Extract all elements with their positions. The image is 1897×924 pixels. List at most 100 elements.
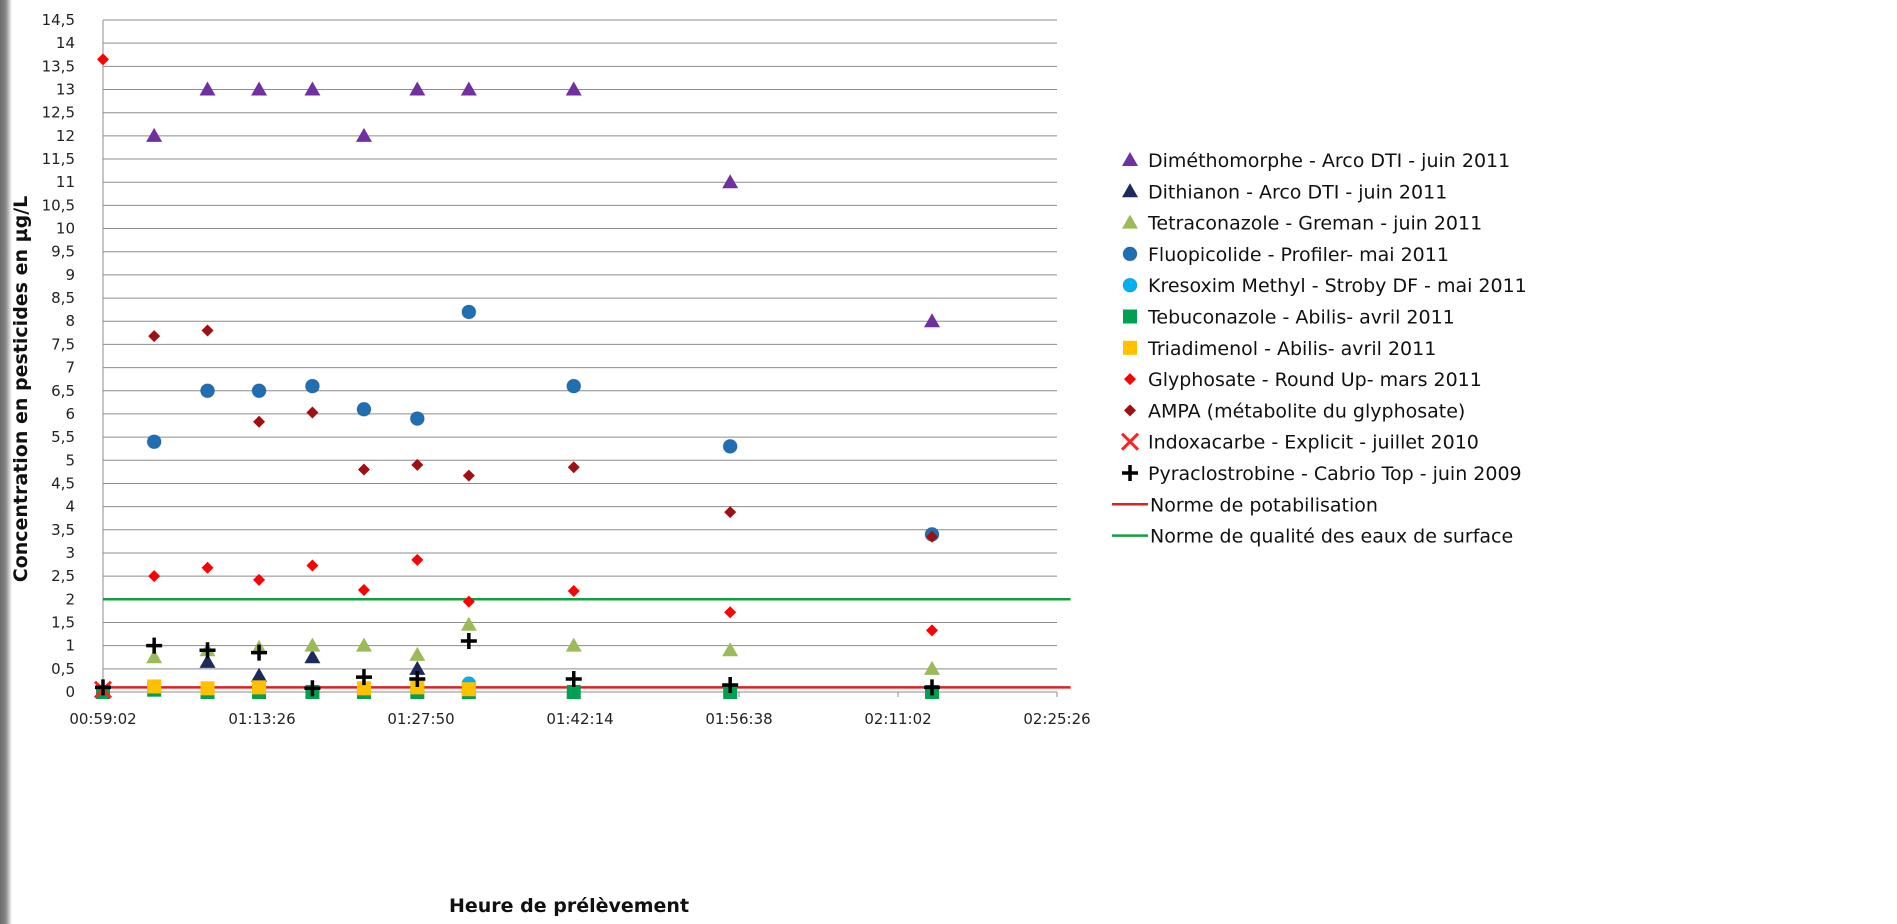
point-pyraclostrobine xyxy=(722,677,739,694)
point-tetraconazole xyxy=(565,637,582,652)
grid-layer xyxy=(103,19,1057,693)
point-dithianon xyxy=(409,660,426,675)
legend-swatch xyxy=(1120,432,1140,451)
legend-swatch xyxy=(1122,277,1138,293)
legend-label: Norme de qualité des eaux de surface xyxy=(1150,526,1513,548)
point-dithianon xyxy=(199,653,216,668)
point-ampa xyxy=(148,330,161,343)
y-tick-label: 8,5 xyxy=(51,289,75,307)
legend-label: Triadimenol - Abilis- avril 2011 xyxy=(1147,338,1436,360)
point-ampa xyxy=(411,458,424,471)
legend-label: Tetraconazole - Greman - juin 2011 xyxy=(1147,213,1482,235)
axis-layer: 00,511,522,533,544,555,566,577,588,599,5… xyxy=(42,11,1091,728)
legend-label: Dithianon - Arco DTI - juin 2011 xyxy=(1148,181,1447,203)
legend-swatch xyxy=(1122,183,1138,198)
point-dimethomorphe xyxy=(146,127,163,142)
y-tick-label: 13,5 xyxy=(42,57,75,75)
y-tick-label: 7,5 xyxy=(51,335,75,353)
point-ampa xyxy=(306,406,319,419)
point-triadimenol xyxy=(200,681,215,696)
x-tick-label: 01:56:38 xyxy=(705,710,772,728)
point-pyraclostrobine xyxy=(355,669,372,686)
point-pyraclostrobine xyxy=(924,679,940,696)
x-tick-label: 00:59:02 xyxy=(69,710,136,728)
legend-swatch xyxy=(1123,309,1137,324)
point-pyraclostrobine xyxy=(304,680,321,697)
point-pyraclostrobine xyxy=(251,644,268,661)
y-tick-label: 14 xyxy=(56,34,75,52)
legend-label: Norme de potabilisation xyxy=(1150,494,1378,516)
legend-entry: Triadimenol - Abilis- avril 2011 xyxy=(1123,338,1436,360)
legend-swatch xyxy=(1124,373,1136,386)
legend-entry: Kresoxim Methyl - Stroby DF - mai 2011 xyxy=(1122,275,1527,297)
point-triadimenol xyxy=(461,682,476,697)
point-dimethomorphe xyxy=(355,127,372,142)
legend-entry: Norme de qualité des eaux de surface xyxy=(1112,526,1513,548)
data-points xyxy=(93,53,940,699)
legend-label: Indoxacarbe - Explicit - juillet 2010 xyxy=(1148,432,1479,454)
point-pyraclostrobine xyxy=(199,642,216,659)
point-glyphosate xyxy=(201,561,214,574)
point-tetraconazole xyxy=(924,660,940,675)
point-dimethomorphe xyxy=(199,81,216,96)
point-glyphosate xyxy=(462,595,475,608)
legend-entry: AMPA (métabolite du glyphosate) xyxy=(1124,400,1465,422)
point-tetraconazole xyxy=(304,637,321,652)
point-fluopicolide xyxy=(461,304,477,320)
point-triadimenol xyxy=(356,681,371,696)
legend-swatch xyxy=(1122,465,1138,481)
y-tick-label: 12,5 xyxy=(42,104,75,122)
point-glyphosate xyxy=(148,570,161,583)
y-tick-label: 2 xyxy=(65,590,75,608)
point-fluopicolide xyxy=(409,411,425,427)
point-ampa xyxy=(567,461,580,474)
point-dimethomorphe xyxy=(304,81,321,96)
legend-entry: Fluopicolide - Profiler- mai 2011 xyxy=(1122,244,1449,266)
legend-entry: Norme de potabilisation xyxy=(1112,494,1378,516)
point-fluopicolide xyxy=(146,434,162,450)
point-fluopicolide xyxy=(304,378,320,394)
legend-label: Diméthomorphe - Arco DTI - juin 2011 xyxy=(1148,150,1510,172)
y-tick-label: 3,5 xyxy=(51,521,75,539)
point-glyphosate xyxy=(724,606,737,619)
point-fluopicolide xyxy=(200,383,216,399)
x-tick-label: 01:13:26 xyxy=(228,710,295,728)
y-tick-label: 9 xyxy=(65,266,75,284)
y-tick-label: 12 xyxy=(56,127,75,145)
y-tick-label: 4 xyxy=(65,498,75,516)
point-glyphosate xyxy=(926,624,938,637)
y-tick-label: 2,5 xyxy=(51,567,75,585)
point-glyphosate xyxy=(306,559,319,572)
legend-swatch xyxy=(1124,404,1136,417)
point-dimethomorphe xyxy=(460,81,477,96)
y-tick-label: 1 xyxy=(65,637,75,655)
point-ampa xyxy=(926,530,938,543)
point-triadimenol xyxy=(252,680,267,695)
point-glyphosate xyxy=(253,573,266,586)
legend-swatch xyxy=(1122,152,1138,166)
x-tick-label: 01:27:50 xyxy=(387,710,454,728)
point-ampa xyxy=(201,324,214,337)
x-axis-title: Heure de prélèvement xyxy=(449,895,689,917)
point-tetraconazole xyxy=(355,637,372,652)
y-tick-label: 13 xyxy=(56,81,75,99)
point-pyraclostrobine xyxy=(409,671,426,688)
y-tick-label: 6,5 xyxy=(51,382,75,400)
point-ampa xyxy=(462,469,475,482)
point-glyphosate xyxy=(411,553,424,566)
y-tick-label: 14,5 xyxy=(42,11,75,29)
legend: Diméthomorphe - Arco DTI - juin 2011 Dith… xyxy=(1112,150,1527,548)
legend-entry: Tebuconazole - Abilis- avril 2011 xyxy=(1123,307,1455,329)
point-pyraclostrobine xyxy=(460,633,477,650)
point-pyraclostrobine xyxy=(146,637,163,654)
point-dimethomorphe xyxy=(409,81,426,96)
point-tetraconazole xyxy=(722,642,739,657)
point-tebuconazole xyxy=(566,685,581,699)
y-tick-label: 7 xyxy=(65,359,75,377)
x-tick-label: 02:25:26 xyxy=(1023,710,1090,728)
point-tetraconazole xyxy=(460,616,477,631)
y-axis-title: Concentration en pesticides en µg/L xyxy=(10,196,32,583)
point-triadimenol xyxy=(147,679,162,694)
point-ampa xyxy=(253,415,266,428)
x-tick-label: 01:42:14 xyxy=(546,710,613,728)
